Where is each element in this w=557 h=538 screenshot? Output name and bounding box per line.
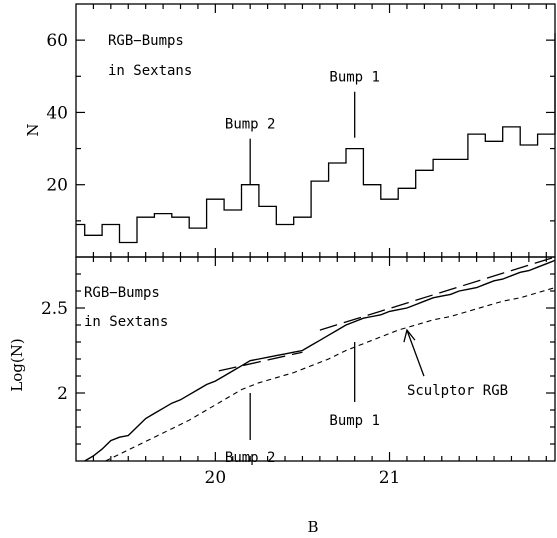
sculptor-series	[105, 287, 556, 462]
fit-segment	[218, 351, 303, 372]
fit-segment	[319, 256, 556, 331]
sextans-series	[84, 259, 556, 462]
top-annotation-label: Bump 2	[225, 117, 276, 133]
sculptor-arrow	[406, 329, 425, 377]
bottom-text-line-1: RGB−Bumps	[84, 285, 160, 301]
top-text-line-1: RGB−Bumps	[108, 33, 184, 49]
top-text-line-2: in Sextans	[108, 63, 192, 79]
bottom-xlabel: B	[307, 518, 318, 536]
bottom-xtick-label: 20	[205, 468, 227, 488]
top-ytick-label: 20	[46, 176, 68, 196]
top-ytick-label: 60	[46, 31, 68, 51]
bottom-ytick-label: 2.5	[41, 299, 68, 319]
top-panel-ticks: 20 40 60	[46, 4, 555, 257]
bottom-ytick-label: 2	[57, 384, 68, 404]
histogram-series	[76, 32, 556, 244]
bottom-panel-ticks: 2 2.5 20 21	[41, 257, 555, 488]
sculptor-label: Sculptor RGB	[407, 383, 508, 399]
bottom-xtick-label: 21	[379, 468, 401, 488]
top-annotations: Bump 1 Bump 2	[225, 70, 380, 185]
top-ylabel: N	[24, 123, 42, 136]
bottom-annotations: Bump 1 Bump 2 Sculptor RGB	[225, 328, 508, 466]
bottom-text-line-2: in Sextans	[84, 314, 168, 330]
bump2-label: Bump 2	[225, 450, 276, 466]
bottom-panel-lognd: 2 2.5 20 21 Log(N) B RGB−Bumps in Sextans B…	[8, 256, 556, 536]
top-annotation-label: Bump 1	[329, 70, 380, 86]
sculptor-arrowhead	[403, 328, 416, 343]
top-ytick-label: 40	[46, 103, 68, 123]
bump1-label: Bump 1	[329, 413, 380, 429]
bottom-series-group	[84, 256, 556, 462]
bottom-ylabel: Log(N)	[8, 338, 26, 391]
